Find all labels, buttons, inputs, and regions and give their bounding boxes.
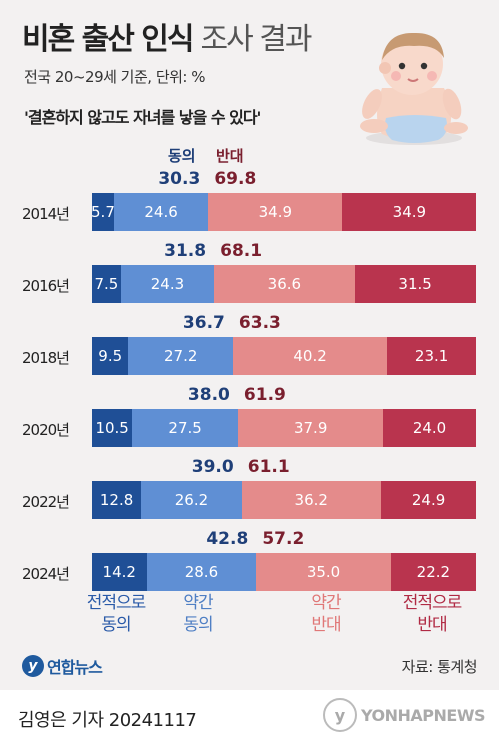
bar-segment-strong-disagree: 23.1 <box>387 337 476 375</box>
page-title: 비혼 출산 인식 조사 결과 <box>22 14 313 58</box>
bar-segment-weak-agree: 28.6 <box>146 553 257 591</box>
subtitle: 전국 20~29세 기준, 단위: % <box>24 68 206 86</box>
bar-segment-strong-disagree: 34.9 <box>342 193 477 231</box>
category-strong-disagree-line2: 반대 <box>417 615 447 635</box>
bar-segment-strong-disagree: 31.5 <box>354 265 476 303</box>
baby-illustration <box>360 32 468 145</box>
data-source: 자료: 통계청 <box>401 658 478 676</box>
agree-total-label: 39.0 <box>191 457 234 477</box>
bar-segment-strong-agree: 10.5 <box>92 409 133 447</box>
year-label: 2016년 <box>22 277 70 295</box>
category-weak-agree-line1: 약간 <box>183 593 213 613</box>
yonhap-logo-text: 연합뉴스 <box>47 658 103 677</box>
bar-segment-weak-agree: 27.2 <box>128 337 233 375</box>
yonhapnews-watermark: y YONHAPNEWS <box>323 698 486 732</box>
legend-disagree: 반대 <box>216 147 244 165</box>
category-strong-agree-line1: 전적으로 <box>86 593 147 613</box>
title-sub: 조사 결과 <box>200 22 313 57</box>
year-label: 2022년 <box>22 493 70 511</box>
bar-segment-strong-disagree: 24.0 <box>383 409 476 447</box>
bar-segment-strong-agree: 12.8 <box>92 481 142 519</box>
bar-segment-weak-agree: 24.6 <box>113 193 209 231</box>
byline: 김영은 기자 20241117 <box>18 710 197 731</box>
category-weak-disagree-line2: 반대 <box>311 615 341 635</box>
category-weak-disagree: 약간 반대 <box>296 592 356 636</box>
year-label: 2024년 <box>22 565 70 583</box>
category-strong-disagree-line1: 전적으로 <box>402 593 463 613</box>
disagree-total-label: 63.3 <box>238 313 281 333</box>
agree-total-label: 38.0 <box>187 385 230 405</box>
category-strong-disagree: 전적으로 반대 <box>392 592 472 636</box>
disagree-total-label: 61.1 <box>247 457 290 477</box>
bar-segment-weak-disagree: 36.6 <box>214 265 355 303</box>
title-main: 비혼 출산 인식 <box>22 22 194 57</box>
bar-segment-strong-disagree: 24.9 <box>380 481 477 519</box>
year-label: 2018년 <box>22 349 70 367</box>
bar-segment-strong-disagree: 22.2 <box>390 553 476 591</box>
legend-agree: 동의 <box>168 147 196 165</box>
infographic-card: 비혼 출산 인식 조사 결과 전국 20~29세 기준, 단위: % '결혼하지 … <box>0 0 499 690</box>
agree-total-label: 30.3 <box>158 169 201 189</box>
category-strong-agree: 전적으로 동의 <box>76 592 156 636</box>
bar-segment-strong-agree: 9.5 <box>92 337 129 375</box>
category-strong-agree-line2: 동의 <box>101 615 131 635</box>
disagree-total-label: 68.1 <box>220 241 263 261</box>
bar-segment-strong-agree: 7.5 <box>92 265 121 303</box>
watermark-text: YONHAPNEWS <box>361 705 486 725</box>
bar-segment-weak-disagree: 40.2 <box>232 337 388 375</box>
category-weak-disagree-line1: 약간 <box>311 593 341 613</box>
year-label: 2020년 <box>22 421 70 439</box>
bar-segment-weak-disagree: 34.9 <box>208 193 343 231</box>
bar-segment-weak-disagree: 37.9 <box>237 409 384 447</box>
agree-total-label: 42.8 <box>206 529 249 549</box>
agree-total-label: 36.7 <box>182 313 225 333</box>
survey-question: '결혼하지 않고도 자녀를 낳을 수 있다' <box>24 108 261 127</box>
watermark-logo-icon: y <box>323 698 357 732</box>
bar-segment-weak-agree: 26.2 <box>141 481 242 519</box>
category-weak-agree-line2: 동의 <box>183 615 213 635</box>
disagree-total-label: 57.2 <box>262 529 305 549</box>
bar-segment-weak-agree: 24.3 <box>120 265 215 303</box>
year-label: 2014년 <box>22 205 70 223</box>
yonhap-logo: y 연합뉴스 <box>22 654 103 678</box>
bar-segment-strong-agree: 14.2 <box>92 553 147 591</box>
bar-segment-weak-agree: 27.5 <box>132 409 238 447</box>
bar-segment-strong-agree: 5.7 <box>92 193 114 231</box>
agree-total-label: 31.8 <box>164 241 207 261</box>
disagree-total-label: 69.8 <box>214 169 257 189</box>
bar-segment-weak-disagree: 35.0 <box>256 553 391 591</box>
disagree-total-label: 61.9 <box>243 385 286 405</box>
category-weak-agree: 약간 동의 <box>168 592 228 636</box>
bar-segment-weak-disagree: 36.2 <box>241 481 381 519</box>
yonhap-logo-icon: y <box>22 655 44 677</box>
